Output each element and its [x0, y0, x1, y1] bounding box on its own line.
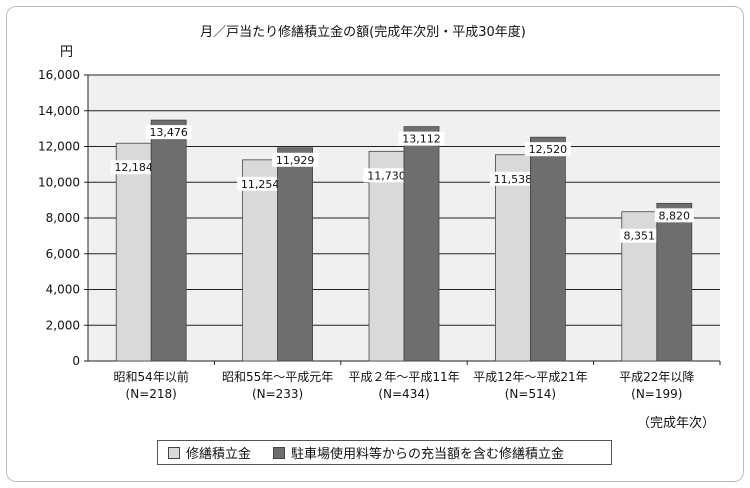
x-category-count: (N=434) — [378, 387, 429, 401]
x-category-label: 昭和55年～平成元年 — [222, 370, 333, 384]
bar — [368, 150, 405, 362]
data-label-bg — [237, 176, 284, 191]
y-axis-unit: 円 — [60, 45, 73, 60]
data-label: 11,538 — [494, 173, 533, 186]
data-label-bg — [363, 168, 410, 183]
legend-swatch-dark — [273, 446, 286, 459]
data-label: 11,254 — [241, 178, 280, 191]
x-category-count: (N=199) — [631, 387, 682, 401]
data-label-bg — [524, 142, 571, 157]
bar — [115, 142, 152, 362]
data-label: 12,184 — [114, 161, 153, 174]
y-tick-label: 2,000 — [46, 318, 80, 332]
data-label-bg — [654, 208, 694, 223]
legend-swatch-light — [168, 446, 180, 459]
y-tick-label: 6,000 — [46, 247, 80, 261]
bar — [150, 119, 187, 362]
x-category-count: (N=233) — [252, 387, 303, 401]
legend-label-series-2: 駐車場使用料等からの充当額を含む修繕積立金 — [291, 447, 565, 462]
chart-title: 月／戸当たり修繕積立金の額(完成年次別・平成30年度) — [200, 24, 526, 40]
x-category-label: 平成12年～平成21年 — [473, 370, 588, 384]
x-category-count: (N=514) — [505, 387, 556, 401]
data-label-bg — [272, 152, 319, 167]
y-tick-label: 14,000 — [38, 104, 80, 118]
bar — [277, 147, 314, 362]
y-tick-label: 12,000 — [38, 140, 80, 154]
y-tick-label: 0 — [72, 354, 80, 368]
data-label-bg — [619, 228, 659, 243]
legend-label-series-1: 修繕積立金 — [186, 447, 252, 462]
data-label: 11,929 — [276, 154, 315, 167]
bar — [494, 154, 531, 362]
data-label: 13,476 — [149, 126, 188, 139]
data-label: 12,520 — [529, 143, 568, 156]
legend-item-series-1: 修繕積立金 — [168, 443, 251, 462]
legend: 修繕積立金 駐車場使用料等からの充当額を含む修繕積立金 — [157, 440, 612, 465]
x-category-label: 平成２年～平成11年 — [348, 370, 459, 384]
data-label: 13,112 — [402, 133, 441, 146]
x-category-label: 平成22年以降 — [619, 370, 694, 384]
bar — [242, 159, 279, 362]
x-axis-note: （完成年次） — [637, 415, 715, 431]
data-label-bg — [110, 160, 157, 175]
y-tick-label: 10,000 — [38, 175, 80, 189]
data-label: 8,351 — [624, 230, 656, 243]
bar — [403, 126, 440, 362]
bar — [656, 202, 693, 362]
y-tick-label: 16,000 — [38, 68, 80, 82]
x-category-label: 昭和54年以前 — [114, 369, 189, 384]
x-category-count: (N=218) — [126, 387, 177, 401]
y-tick-label: 4,000 — [46, 283, 80, 297]
data-label: 11,730 — [367, 169, 406, 182]
data-label-bg — [398, 131, 445, 146]
bar — [530, 136, 566, 362]
data-label-bg — [489, 171, 536, 186]
legend-item-series-2: 駐車場使用料等からの充当額を含む修繕積立金 — [273, 443, 564, 462]
y-tick-label: 8,000 — [46, 211, 80, 225]
data-label: 8,820 — [659, 209, 691, 222]
data-label-bg — [145, 125, 192, 140]
